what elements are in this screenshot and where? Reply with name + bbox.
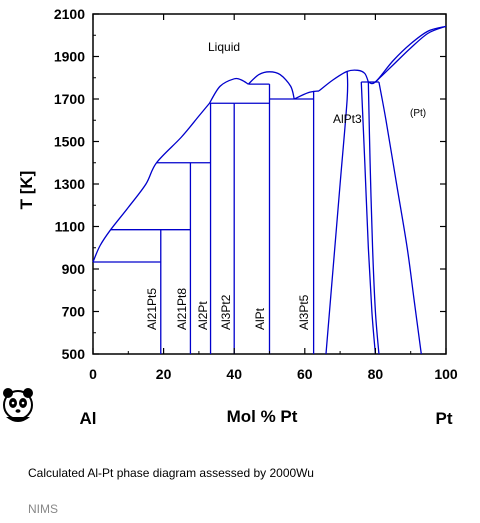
- right-element-label: Pt: [436, 409, 453, 428]
- phase-label-al21pt5: Al21Pt5: [145, 288, 159, 330]
- phase-label-alpt: AlPt: [253, 307, 267, 330]
- source-credit: NIMS: [28, 502, 58, 516]
- x-tick-label: 60: [297, 366, 313, 382]
- phase-label-al3pt2: Al3Pt2: [219, 294, 233, 330]
- y-tick-label: 500: [62, 346, 86, 362]
- curve-pt-left-boundary: [378, 81, 422, 355]
- x-tick-label: 0: [89, 366, 97, 382]
- phase-label-al3pt5: Al3Pt5: [297, 294, 311, 330]
- curve-liquidus-pt-side: [368, 25, 447, 85]
- curve-alpt3-right-inner: [367, 81, 380, 355]
- phase-label-liquid: Liquid: [208, 40, 240, 54]
- curve-liquidus-alpt-dome: [247, 71, 295, 100]
- x-axis-title: Mol % Pt: [227, 407, 298, 426]
- x-tick-label: 100: [434, 366, 458, 382]
- y-tick-label: 900: [62, 261, 86, 277]
- y-tick-label: 1300: [54, 176, 85, 192]
- y-tick-label: 700: [62, 304, 86, 320]
- phase-label-al21pt8: Al21Pt8: [175, 288, 189, 330]
- y-tick-label: 1500: [54, 134, 85, 150]
- y-tick-label: 1900: [54, 49, 85, 65]
- phase-label-al2pt: Al2Pt: [196, 301, 210, 330]
- panda-logo-icon: [3, 388, 33, 422]
- curve-liquidus-al3pt2-dome: [208, 77, 249, 104]
- x-tick-label: 80: [368, 366, 384, 382]
- axis-ticks: 0 20 40 60 80 100 500 700 900 1100 1300 1500 1700 190…: [54, 6, 458, 382]
- curve-liquidus-al-side: [92, 102, 210, 263]
- phase-label-alpt3: AlPt3: [333, 112, 362, 126]
- y-tick-label: 1700: [54, 91, 85, 107]
- phase-label-pt: (Pt): [410, 108, 426, 119]
- left-element-label: Al: [80, 409, 97, 428]
- curve-solidus-pt: [374, 25, 447, 83]
- figure-caption: Calculated Al-Pt phase diagram assessed …: [28, 466, 314, 480]
- x-tick-label: 40: [226, 366, 242, 382]
- curve-liquidus-alpt3-dome: [318, 69, 369, 92]
- phase-boundaries: [92, 25, 447, 355]
- y-axis-title: T [K]: [17, 171, 36, 210]
- y-tick-label: 2100: [54, 6, 85, 22]
- x-tick-label: 20: [156, 366, 172, 382]
- curve-liquidus-al3pt5-dome: [293, 90, 320, 100]
- y-tick-label: 1100: [55, 219, 86, 235]
- curve-alpt3-right-boundary: [360, 81, 377, 355]
- curve-alpt3-left-boundary: [325, 71, 349, 355]
